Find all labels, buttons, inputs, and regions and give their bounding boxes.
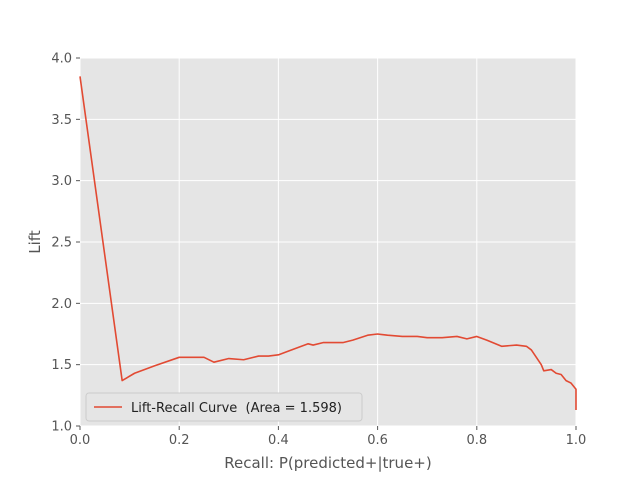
x-tick-label: 0.2 [169, 433, 190, 448]
legend-box [85, 392, 363, 422]
x-tick-label: 0.6 [367, 433, 388, 448]
y-tick-label: 4.0 [51, 52, 72, 67]
y-tick-label: 2.5 [51, 236, 72, 251]
x-tick-label: 1.0 [566, 433, 587, 448]
y-tick-label: 3.0 [51, 174, 72, 189]
legend: Lift-Recall Curve (Area = 1.598) [85, 392, 363, 422]
y-tick-label: 1.0 [51, 420, 72, 435]
y-axis-label: Lift [26, 230, 44, 254]
legend-label: Lift-Recall Curve (Area = 1.598) [131, 401, 342, 416]
grid-lines [79, 57, 577, 427]
y-tick-label: 3.5 [51, 113, 72, 128]
x-tick-label: 0.0 [70, 433, 91, 448]
y-tick-label: 1.5 [51, 358, 72, 373]
x-tick-label: 0.8 [466, 433, 487, 448]
y-tick-label: 2.0 [51, 297, 72, 312]
series-lines [79, 76, 577, 411]
x-tick-label: 0.4 [268, 433, 289, 448]
lift-recall-curve-line [79, 76, 577, 411]
x-axis-ticks: 0.0 0.2 0.4 0.6 0.8 1.0 [70, 426, 587, 448]
x-axis-label: Recall: P(predicted+|true+) [224, 454, 431, 472]
y-axis-ticks: 1.0 1.5 2.0 2.5 3.0 3.5 4.0 [51, 52, 80, 435]
